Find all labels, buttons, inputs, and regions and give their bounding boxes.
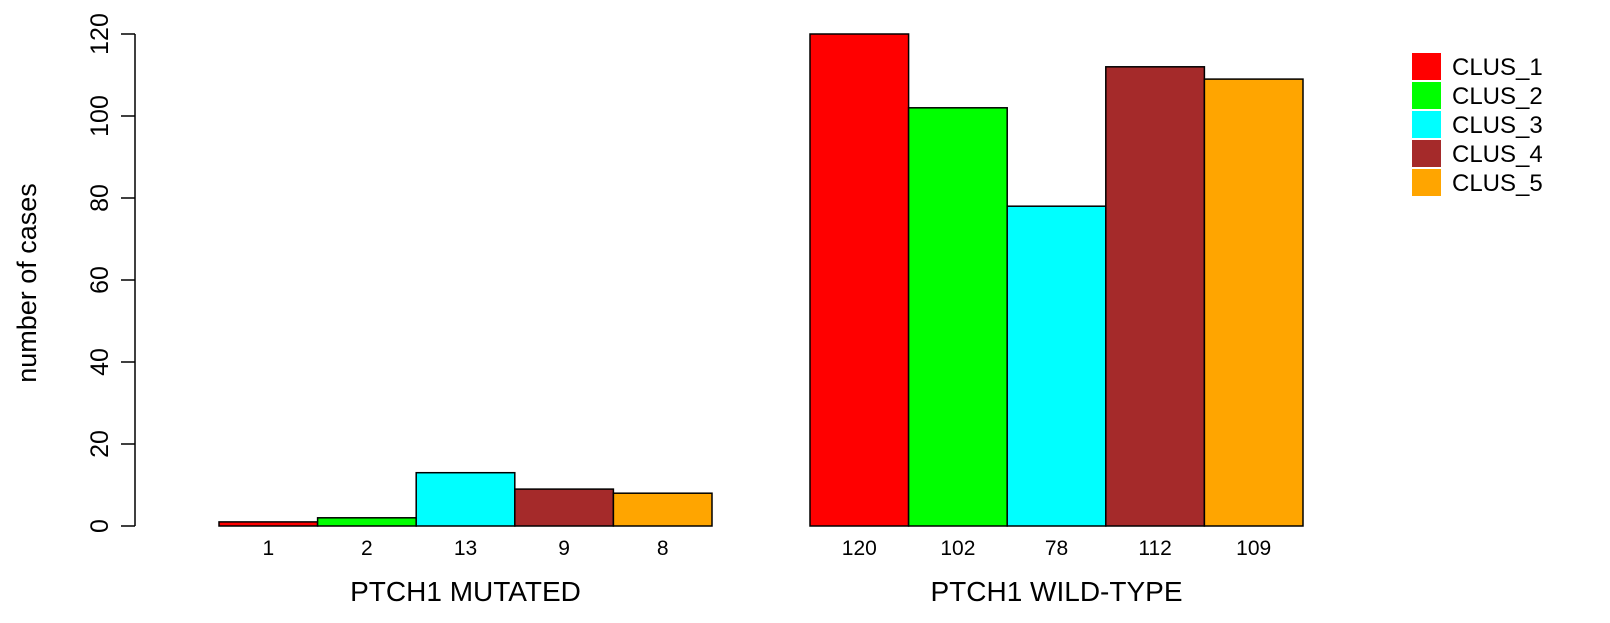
bar-count-label: 8 [657,537,669,560]
legend-item: CLUS_4 [1412,140,1543,168]
legend-label: CLUS_5 [1452,170,1543,197]
bar [514,488,615,527]
bar [1006,205,1107,527]
legend-item: CLUS_5 [1412,169,1543,197]
bars: 1 2 13 9 8 PTCH1 MUTATED 120 102 78 112 109 PTCH1 W… [218,33,1304,607]
bar-count-label: 109 [1236,537,1271,560]
bar [415,471,516,527]
bar [809,33,910,527]
bar [218,521,319,527]
bar [907,107,1008,527]
bar-count-label: 9 [558,537,570,560]
legend-label: CLUS_1 [1452,54,1543,81]
y-tick-label: 40 [86,348,114,376]
y-tick-label: 120 [86,13,114,55]
y-tick-label: 60 [86,266,114,294]
y-tick-label: 0 [86,519,114,533]
bar [316,517,417,527]
legend-swatch [1412,111,1441,138]
legend-item: CLUS_3 [1412,111,1543,139]
bar-count-label: 13 [454,537,477,560]
bar-count-label: 78 [1045,537,1068,560]
bar-count-label: 112 [1138,537,1171,560]
legend-label: CLUS_4 [1452,141,1543,168]
bar-group: 1 2 13 9 8 PTCH1 MUTATED [218,471,713,607]
legend-swatch [1412,82,1441,109]
legend-item: CLUS_2 [1412,82,1543,110]
y-tick-label: 80 [86,184,114,212]
y-axis: 0 20 40 60 80 100 120 [86,13,136,533]
y-tick-label: 20 [86,430,114,458]
bar-group: 120 102 78 112 109 PTCH1 WILD-TYPE [809,33,1304,607]
bar [1105,66,1206,527]
bar [1203,78,1304,527]
y-tick-label: 100 [86,95,114,137]
legend-label: CLUS_3 [1452,112,1543,139]
legend-swatch [1412,53,1441,80]
legend-swatch [1412,140,1441,167]
group-label: PTCH1 WILD-TYPE [930,576,1182,607]
legend-label: CLUS_2 [1452,83,1543,110]
bar-count-label: 2 [361,537,373,560]
y-axis-label: number of cases [12,183,42,383]
bar-count-label: 1 [262,537,274,560]
bar [612,492,713,527]
bar-count-label: 120 [842,537,877,560]
bar-count-label: 102 [940,537,975,560]
group-label: PTCH1 MUTATED [350,576,581,607]
legend-item: CLUS_1 [1412,53,1543,81]
legend-swatch [1412,169,1441,196]
